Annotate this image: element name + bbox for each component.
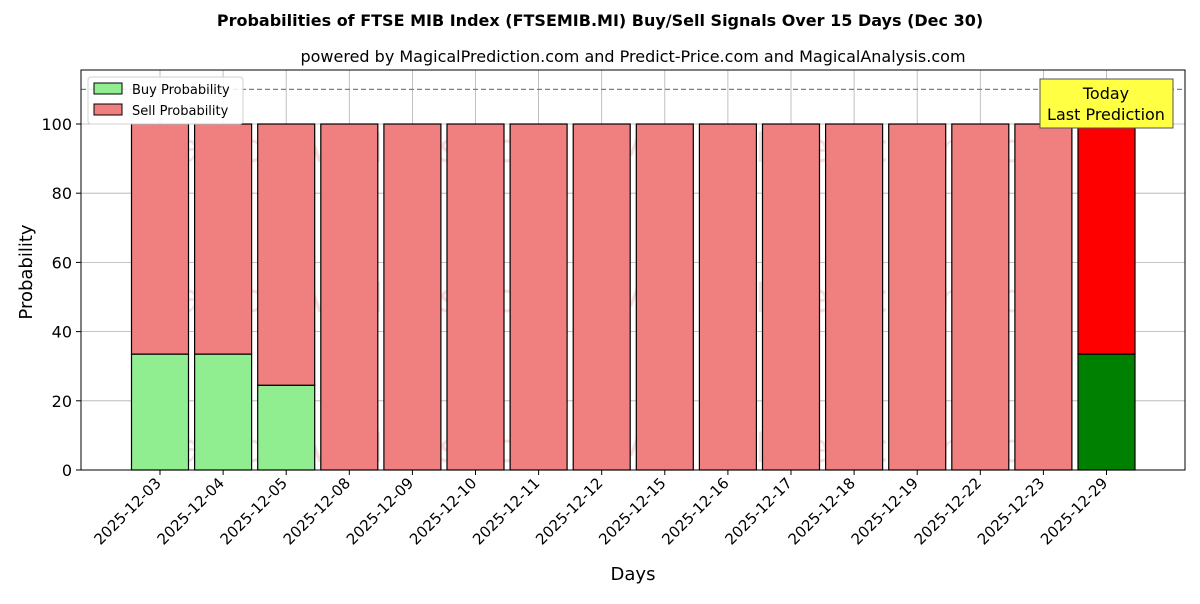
x-tick-label: 2025-12-03 — [90, 474, 164, 548]
buy-bar — [1077, 353, 1136, 471]
sell-bar — [130, 123, 190, 355]
y-tick-label: 100 — [41, 115, 72, 134]
x-tick-label: 2025-12-10 — [406, 474, 480, 548]
sell-bar — [1014, 123, 1073, 471]
sell-bar — [761, 123, 821, 471]
x-tick-label: 2025-12-12 — [532, 474, 606, 548]
svg-text:Today: Today — [1082, 84, 1129, 103]
legend-swatch — [93, 103, 123, 116]
x-tick-label: 2025-12-08 — [280, 474, 354, 548]
chart-subtitle: powered by MagicalPrediction.com and Pre… — [300, 47, 965, 66]
y-tick-label: 20 — [52, 392, 72, 411]
x-axis-label: Days — [611, 564, 656, 585]
legend-swatch — [93, 82, 123, 95]
x-tick-label: 2025-12-15 — [595, 474, 669, 548]
x-tick-label: 2025-12-18 — [785, 474, 859, 548]
x-tick-label: 2025-12-22 — [911, 474, 985, 548]
x-tick-label: 2025-12-09 — [343, 474, 417, 548]
sell-bar — [698, 123, 758, 471]
x-tick-label: 2025-12-16 — [658, 474, 732, 548]
sell-bar — [888, 123, 947, 471]
sell-bar — [1077, 123, 1136, 355]
y-tick-label: 80 — [52, 184, 72, 203]
sell-bar — [320, 123, 379, 471]
x-tick-label: 2025-12-11 — [469, 474, 543, 548]
today-annotation: Today Last Prediction — [1039, 78, 1174, 129]
axes-frame — [80, 69, 1186, 471]
y-tick-label: 60 — [52, 253, 72, 272]
legend: Buy Probability Sell Probability — [87, 76, 244, 125]
plot-area: MagicalAnalysis.comMagicalPrediction.com… — [41, 69, 1186, 548]
sell-bar — [509, 123, 568, 471]
chart-title: Probabilities of FTSE MIB Index (FTSEMIB… — [217, 11, 983, 30]
x-tick-label: 2025-12-23 — [974, 474, 1048, 548]
x-tick-label: 2025-12-29 — [1037, 474, 1111, 548]
x-tick-label: 2025-12-05 — [217, 474, 291, 548]
y-tick-label: 40 — [52, 323, 72, 342]
buy-bar — [257, 384, 316, 471]
sell-bar — [824, 123, 884, 471]
x-tick-label: 2025-12-19 — [848, 474, 922, 548]
sell-bar — [635, 123, 694, 471]
legend-label: Buy Probability — [132, 83, 230, 98]
sell-bar — [257, 123, 316, 386]
x-tick-label: 2025-12-17 — [721, 474, 795, 548]
x-tick-label: 2025-12-04 — [154, 474, 228, 548]
y-tick-label: 0 — [62, 461, 72, 480]
buy-bar — [194, 353, 253, 471]
buy-bar — [130, 353, 190, 471]
legend-label: Sell Probability — [132, 104, 229, 119]
sell-bar — [194, 123, 253, 355]
svg-text:Last Prediction: Last Prediction — [1047, 105, 1165, 124]
sell-bar — [383, 123, 442, 471]
y-axis-label: Probability — [16, 224, 37, 319]
sell-bar — [446, 123, 505, 471]
sell-bar — [572, 123, 631, 471]
sell-bar — [951, 123, 1010, 471]
